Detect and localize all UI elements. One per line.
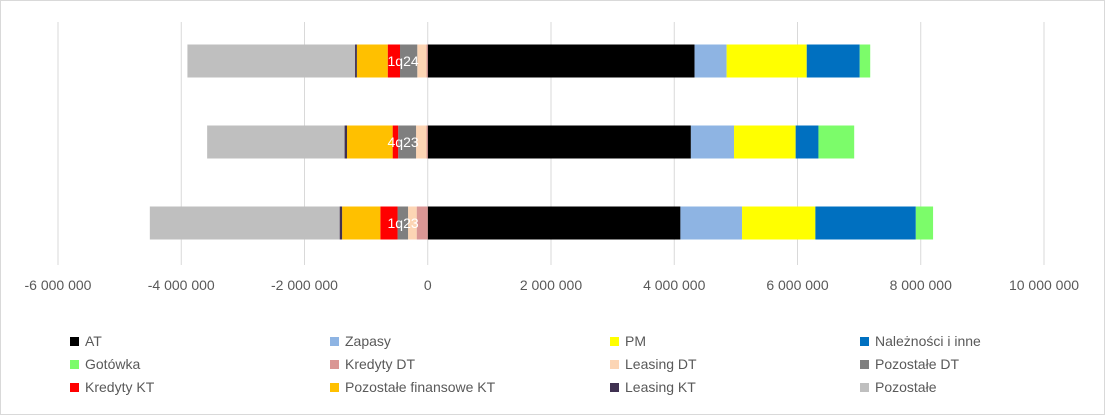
category-label: 1q24 [388, 53, 419, 69]
legend-item: Kredyty DT [330, 356, 415, 372]
bar-segment [387, 44, 401, 78]
bar-segment [416, 125, 427, 159]
bar-segment [187, 44, 356, 78]
bar-segment [427, 125, 691, 159]
bar-segment [426, 125, 428, 159]
legend-label: PM [625, 333, 646, 349]
legend-item: AT [70, 333, 102, 349]
legend-swatch [610, 359, 619, 369]
bar-segment [416, 206, 428, 240]
x-tick-label: 10 000 000 [1009, 277, 1079, 293]
bar-segment [356, 44, 388, 78]
bar-segment [347, 125, 393, 159]
bar-segment [408, 206, 417, 240]
legend-swatch [610, 336, 619, 346]
bar-segment [694, 44, 727, 78]
bar-segment [207, 125, 345, 159]
legend-item: Kredyty KT [70, 379, 154, 395]
legend-swatch [860, 382, 869, 392]
legend-label: Pozostałe finansowe KT [345, 379, 496, 395]
legend-label: Kredyty KT [85, 379, 155, 395]
x-tick-label: -2 000 000 [271, 277, 338, 293]
bar-segment [427, 44, 695, 78]
bar-segment [742, 206, 816, 240]
bar-segment [734, 125, 796, 159]
bar-segment [726, 44, 807, 78]
bar-segment [355, 44, 357, 78]
legend-label: Gotówka [85, 356, 141, 372]
legend-swatch [330, 336, 339, 346]
legend-label: AT [85, 333, 102, 349]
bars [149, 44, 934, 240]
bar-segment [426, 44, 428, 78]
category-labels: 1q24 4q23 1q23 [388, 53, 419, 231]
legend-label: Leasing KT [625, 379, 696, 395]
legend-item: Leasing DT [610, 356, 697, 372]
bar-segment [915, 206, 934, 240]
legend-item: PM [610, 333, 646, 349]
bar-segment [398, 125, 417, 159]
bar-segment [427, 206, 681, 240]
bar-segment [690, 125, 735, 159]
bar-segment [380, 206, 398, 240]
legend-item: Należności i inne [860, 333, 981, 349]
legend-label: Zapasy [345, 333, 391, 349]
bar-segment [417, 44, 427, 78]
bar-segment [815, 206, 916, 240]
bar-segment [680, 206, 743, 240]
x-tick-label: 0 [424, 277, 432, 293]
legend-swatch [860, 359, 869, 369]
legend-item: Gotówka [70, 356, 140, 372]
category-label: 1q23 [388, 215, 419, 231]
legend-swatch [610, 382, 619, 392]
bar-segment [795, 125, 819, 159]
bar-segment [344, 125, 348, 159]
legend-item: Pozostałe DT [860, 356, 959, 372]
bar-segment [339, 206, 343, 240]
x-tick-label: 8 000 000 [890, 277, 952, 293]
legend-item: Pozostałe [860, 379, 936, 395]
legend-item: Pozostałe finansowe KT [330, 379, 495, 395]
legend-swatch [70, 359, 79, 369]
x-tick-label: -4 000 000 [148, 277, 215, 293]
category-label: 4q23 [388, 134, 419, 150]
legend-item: Leasing KT [610, 379, 696, 395]
x-tick-label: 2 000 000 [520, 277, 582, 293]
legend-label: Należności i inne [875, 333, 981, 349]
bar-segment [818, 125, 855, 159]
bar-segment [806, 44, 860, 78]
legend-swatch [330, 382, 339, 392]
bar-segment [392, 125, 399, 159]
x-axis-tick-labels: -6 000 000 -4 000 000 -2 000 000 0 2 000 000… [25, 277, 1080, 293]
legend-swatch [860, 336, 869, 346]
x-tick-label: -6 000 000 [25, 277, 92, 293]
legend-label: Pozostałe DT [875, 356, 960, 372]
legend-label: Kredyty DT [345, 356, 416, 372]
x-tick-label: 4 000 000 [643, 277, 705, 293]
legend-swatch [70, 382, 79, 392]
bar-segment [400, 44, 418, 78]
bar-segment [149, 206, 340, 240]
legend-swatch [330, 359, 339, 369]
x-tick-label: 6 000 000 [766, 277, 828, 293]
legend-label: Pozostałe [875, 379, 937, 395]
legend-item: Zapasy [330, 333, 391, 349]
legend-label: Leasing DT [625, 356, 697, 372]
stacked-bar-chart: 1q24 4q23 1q23 -6 000 000 -4 000 000 -2 000 … [25, 22, 1080, 293]
bar-segment [397, 206, 409, 240]
bar-segment [859, 44, 871, 78]
legend-swatch [70, 336, 79, 346]
bar-segment [342, 206, 381, 240]
